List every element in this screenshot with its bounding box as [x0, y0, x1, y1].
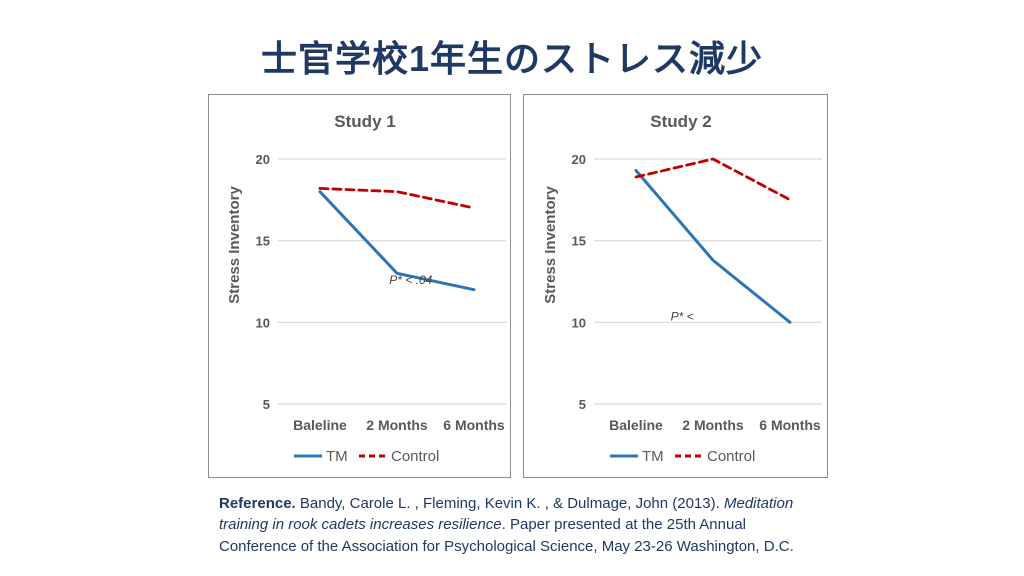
series-line-control	[634, 157, 791, 202]
y-tick-label: 5	[262, 397, 269, 412]
x-category-label: 6 Months	[759, 417, 821, 433]
y-tick-label: 5	[578, 397, 585, 412]
y-tick-label: 15	[255, 234, 269, 249]
y-tick-label: 20	[571, 152, 585, 167]
x-category-label: Baleline	[609, 417, 663, 433]
study-1-panel: 20 15 10 5 Study 1 Stress Inventory P* < .04 Ba…	[208, 94, 511, 478]
reference-paper-title: Meditation training in rook cadets incre…	[219, 495, 794, 534]
y-tick-label: 10	[571, 315, 585, 330]
legend-label-control: Control	[707, 448, 755, 465]
series-line-control	[318, 186, 475, 210]
chart-title: Study 1	[334, 112, 395, 131]
y-axis-label: Stress Inventory	[542, 186, 559, 304]
legend-label-tm: TM	[326, 448, 348, 465]
x-category-label: 2 Months	[682, 417, 744, 433]
y-tick-label: 20	[255, 152, 269, 167]
reference-text: Reference. Bandy, Carole L. , Fleming, K…	[219, 493, 819, 557]
y-tick-label: 15	[571, 234, 585, 249]
y-tick-label: 10	[255, 315, 269, 330]
series-line-tm	[318, 190, 475, 292]
legend-label-tm: TM	[642, 448, 664, 465]
slide-title: 士官学校1年生のストレス減少	[260, 38, 764, 79]
x-category-label: 2 Months	[366, 417, 428, 433]
reference-authors: Bandy, Carole L. , Fleming, Kevin K. , &…	[295, 495, 724, 512]
study-2-chart: 20 15 10 5 Study 2 Stress Inventory P* < Baleli…	[542, 112, 822, 465]
study-1-chart: 20 15 10 5 Study 1 Stress Inventory P* < .04 Ba…	[226, 112, 506, 465]
x-category-label: 6 Months	[443, 417, 505, 433]
study-2-panel: 20 15 10 5 Study 2 Stress Inventory P* < Baleli…	[523, 94, 828, 478]
chart-title: Study 2	[650, 112, 711, 131]
p-value-annotation: P* < .04	[389, 273, 432, 287]
p-value-annotation: P* <	[670, 310, 693, 324]
x-category-label: Baleline	[293, 417, 347, 433]
series-line-tm	[634, 168, 791, 324]
legend-label-control: Control	[391, 448, 439, 465]
reference-label: Reference.	[219, 495, 296, 512]
reference-rest: . Paper presented at the 25th Annual Con…	[219, 516, 794, 555]
y-axis-label: Stress Inventory	[226, 186, 243, 304]
